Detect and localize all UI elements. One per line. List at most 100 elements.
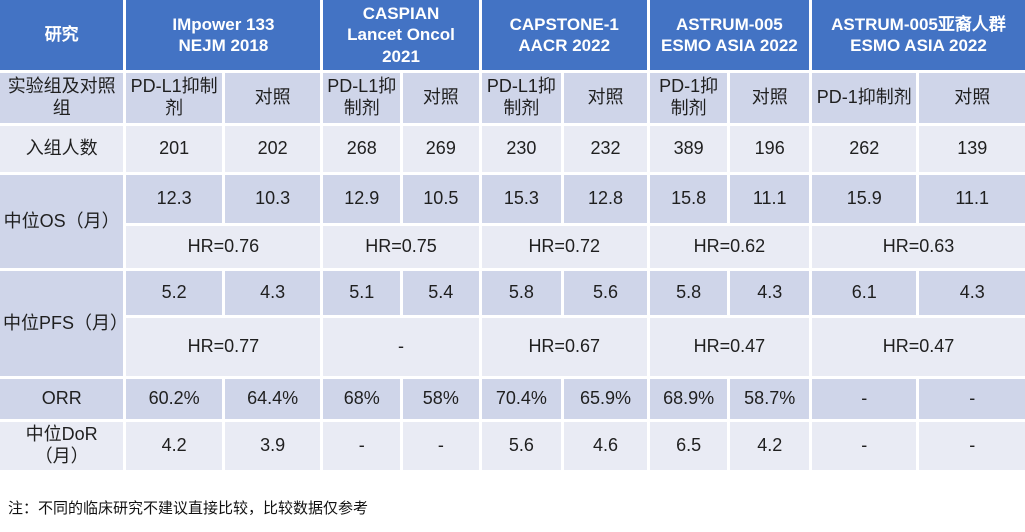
enrollment-row-label: 入组人数 bbox=[0, 126, 124, 172]
enrollment-cell: 389 bbox=[649, 126, 728, 172]
os-hr-cell-capstone1: HR=0.72 bbox=[481, 226, 647, 268]
enrollment-cell: 230 bbox=[481, 126, 562, 172]
orr-cell: 65.9% bbox=[564, 379, 647, 419]
study-name: ASTRUM-005亚裔人群 bbox=[831, 14, 1006, 34]
study-header-impower133: IMpower 133 NEJM 2018 bbox=[126, 0, 321, 70]
os-value-cell: 15.8 bbox=[649, 175, 728, 223]
dor-cell: 4.2 bbox=[126, 422, 222, 470]
dor-row: 中位DoR （月） 4.2 3.9 - - 5.6 4.6 6.5 4.2 - … bbox=[0, 422, 1025, 470]
arms-row-label: 实验组及对照组 bbox=[0, 73, 124, 123]
pfs-value-cell: 4.3 bbox=[919, 271, 1025, 315]
clinical-trial-comparison-table: 研究 IMpower 133 NEJM 2018 CASPIAN Lancet … bbox=[0, 0, 1025, 470]
study-venue: AACR 2022 bbox=[518, 36, 611, 55]
enrollment-cell: 196 bbox=[730, 126, 809, 172]
dor-label-line2: （月） bbox=[34, 446, 89, 466]
orr-cell: 70.4% bbox=[481, 379, 562, 419]
dor-cell: - bbox=[323, 422, 401, 470]
pfs-hr-cell-capstone1: HR=0.67 bbox=[481, 318, 647, 376]
pfs-value-cell: 5.1 bbox=[323, 271, 401, 315]
dor-cell: 4.6 bbox=[564, 422, 647, 470]
pfs-value-cell: 4.3 bbox=[224, 271, 321, 315]
os-hr-row: HR=0.76 HR=0.75 HR=0.72 HR=0.62 HR=0.63 bbox=[0, 226, 1025, 268]
study-name: CAPSTONE-1 bbox=[509, 14, 619, 34]
study-venue: NEJM 2018 bbox=[178, 36, 269, 55]
os-value-cell: 10.3 bbox=[224, 175, 321, 223]
pfs-value-cell: 4.3 bbox=[730, 271, 809, 315]
arm-cell-astrum005-exp: PD-1抑制剂 bbox=[649, 73, 728, 123]
corner-header-study: 研究 bbox=[0, 0, 124, 70]
os-value-cell: 11.1 bbox=[730, 175, 809, 223]
pfs-values-row: 中位PFS（月） 5.2 4.3 5.1 5.4 5.8 5.6 5.8 4.3… bbox=[0, 271, 1025, 376]
dor-cell: - bbox=[919, 422, 1025, 470]
arm-cell-caspian-ctrl: 对照 bbox=[403, 73, 479, 123]
arm-cell-astrum005-asian-exp: PD-1抑制剂 bbox=[812, 73, 917, 123]
os-value-cell: 15.9 bbox=[812, 175, 917, 223]
orr-cell: - bbox=[812, 379, 917, 419]
orr-cell: 60.2% bbox=[126, 379, 222, 419]
os-hr-cell-astrum005-asian: HR=0.63 bbox=[812, 226, 1025, 268]
pfs-value-cell: 5.8 bbox=[649, 271, 728, 315]
os-value-cell: 11.1 bbox=[919, 175, 1025, 223]
orr-cell: 58% bbox=[403, 379, 479, 419]
dor-label-line1: 中位DoR bbox=[25, 424, 98, 445]
enrollment-cell: 268 bbox=[323, 126, 401, 172]
enrollment-cell: 202 bbox=[224, 126, 321, 172]
os-row-label: 中位OS（月） bbox=[0, 175, 124, 268]
arm-cell-impower133-exp: PD-L1抑制剂 bbox=[126, 73, 222, 123]
orr-cell: - bbox=[919, 379, 1025, 419]
arm-cell-impower133-ctrl: 对照 bbox=[224, 73, 321, 123]
os-hr-cell-impower133: HR=0.76 bbox=[126, 226, 321, 268]
arm-cell-capstone1-exp: PD-L1抑制剂 bbox=[481, 73, 562, 123]
os-value-cell: 15.3 bbox=[481, 175, 562, 223]
arm-cell-caspian-exp: PD-L1抑制剂 bbox=[323, 73, 401, 123]
os-hr-cell-astrum005: HR=0.62 bbox=[649, 226, 809, 268]
os-value-cell: 12.9 bbox=[323, 175, 401, 223]
enrollment-cell: 262 bbox=[812, 126, 917, 172]
pfs-value-cell: 6.1 bbox=[812, 271, 917, 315]
study-venue: ESMO ASIA 2022 bbox=[850, 36, 987, 55]
pfs-row-label: 中位PFS（月） bbox=[0, 271, 124, 376]
pfs-value-cell: 5.6 bbox=[564, 271, 647, 315]
study-header-astrum005-asian: ASTRUM-005亚裔人群 ESMO ASIA 2022 bbox=[812, 0, 1025, 70]
study-name: CASPIAN bbox=[362, 4, 440, 24]
orr-cell: 58.7% bbox=[730, 379, 809, 419]
os-value-cell: 10.5 bbox=[403, 175, 479, 223]
study-name: IMpower 133 bbox=[172, 14, 275, 34]
orr-cell: 64.4% bbox=[224, 379, 321, 419]
dor-cell: - bbox=[403, 422, 479, 470]
pfs-hr-row: HR=0.77 - HR=0.67 HR=0.47 HR=0.47 bbox=[0, 318, 1025, 376]
study-venue: ESMO ASIA 2022 bbox=[661, 36, 798, 55]
dor-row-label: 中位DoR （月） bbox=[0, 422, 124, 470]
orr-cell: 68.9% bbox=[649, 379, 728, 419]
enrollment-cell: 269 bbox=[403, 126, 479, 172]
dor-cell: 3.9 bbox=[224, 422, 321, 470]
os-value-cell: 12.8 bbox=[564, 175, 647, 223]
arm-cell-capstone1-ctrl: 对照 bbox=[564, 73, 647, 123]
dor-cell: 5.6 bbox=[481, 422, 562, 470]
dor-cell: 4.2 bbox=[730, 422, 809, 470]
os-hr-cell-caspian: HR=0.75 bbox=[323, 226, 479, 268]
study-header-capstone1: CAPSTONE-1 AACR 2022 bbox=[481, 0, 647, 70]
pfs-value-cell: 5.4 bbox=[403, 271, 479, 315]
pfs-hr-cell-caspian: - bbox=[323, 318, 479, 376]
study-name: ASTRUM-005 bbox=[676, 14, 783, 34]
enrollment-cell: 232 bbox=[564, 126, 647, 172]
header-row: 研究 IMpower 133 NEJM 2018 CASPIAN Lancet … bbox=[0, 0, 1025, 70]
enrollment-row: 入组人数 201 202 268 269 230 232 389 196 262… bbox=[0, 126, 1025, 172]
study-venue: Lancet Oncol 2021 bbox=[347, 25, 455, 66]
enrollment-cell: 201 bbox=[126, 126, 222, 172]
orr-row-label: ORR bbox=[0, 379, 124, 419]
pfs-hr-cell-astrum005-asian: HR=0.47 bbox=[812, 318, 1025, 376]
enrollment-cell: 139 bbox=[919, 126, 1025, 172]
dor-cell: - bbox=[812, 422, 917, 470]
dor-cell: 6.5 bbox=[649, 422, 728, 470]
study-header-caspian: CASPIAN Lancet Oncol 2021 bbox=[323, 0, 479, 70]
pfs-hr-cell-impower133: HR=0.77 bbox=[126, 318, 321, 376]
pfs-value-cell: 5.8 bbox=[481, 271, 562, 315]
arms-row: 实验组及对照组 PD-L1抑制剂 对照 PD-L1抑制剂 对照 PD-L1抑制剂… bbox=[0, 73, 1025, 123]
arm-cell-astrum005-asian-ctrl: 对照 bbox=[919, 73, 1025, 123]
footnote: 注：不同的临床研究不建议直接比较，比较数据仅参考 bbox=[8, 500, 369, 517]
pfs-value-cell: 5.2 bbox=[126, 271, 222, 315]
orr-cell: 68% bbox=[323, 379, 401, 419]
